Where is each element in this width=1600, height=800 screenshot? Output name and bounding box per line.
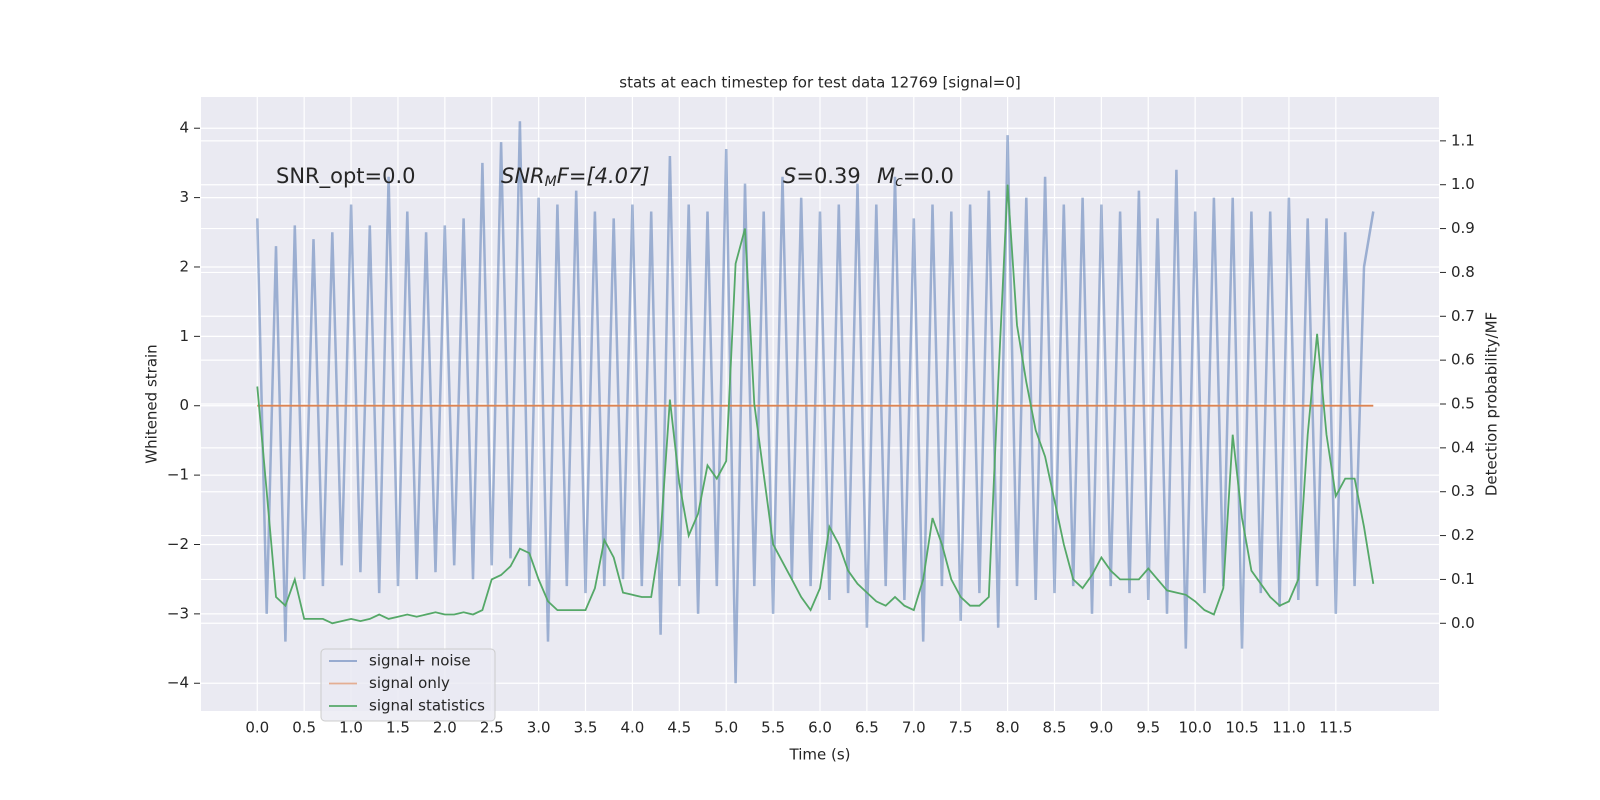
y-tick-label: 3	[179, 188, 189, 206]
x-tick-label: 6.0	[808, 719, 832, 737]
x-tick-label: 11.5	[1319, 719, 1352, 737]
x-tick-label: 3.5	[574, 719, 598, 737]
legend-label: signal only	[369, 674, 450, 692]
y-axis-label: Whitened strain	[143, 344, 161, 463]
legend-box	[320, 648, 496, 722]
x-tick-label: 7.0	[902, 719, 926, 737]
y-tick-label: 0	[179, 396, 189, 414]
y2-tick-label: 0.2	[1451, 526, 1475, 544]
y2-tick-label: 0.6	[1451, 351, 1475, 369]
x-tick-label: 1.0	[339, 719, 363, 737]
x-tick-label: 5.0	[714, 719, 738, 737]
y-tick-label: 1	[179, 327, 189, 345]
x-tick-label: 9.0	[1089, 719, 1113, 737]
legend-label: signal statistics	[369, 697, 485, 715]
y2-tick-label: 0.4	[1451, 438, 1475, 456]
y2-tick-label: 1.1	[1451, 131, 1475, 149]
y2-tick-label: 0.9	[1451, 219, 1475, 237]
labels: 0.0 0.5 1.0 1.5 2.0 2.5 3.0 3.5 4.0 4.5 5.0 5.5 6.0 6…	[167, 119, 1475, 737]
x-axis-label: Time (s)	[789, 746, 851, 764]
y2-tick-label: 0.1	[1451, 570, 1475, 588]
y2-tick-label: 0.8	[1451, 263, 1475, 281]
x-tick-label: 0.0	[245, 719, 269, 737]
x-tick-label: 6.5	[855, 719, 879, 737]
series-line	[256, 121, 1375, 684]
x-tick-label: 9.5	[1136, 719, 1160, 737]
grid	[201, 97, 1439, 711]
x-tick-label: 7.5	[949, 719, 973, 737]
annotation: SNR_opt=0.0	[276, 164, 416, 189]
y2-tick-label: 0.5	[1451, 395, 1475, 413]
annotation: S=0.39	[783, 164, 861, 188]
y-tick-label: −4	[167, 674, 189, 692]
x-tick-label: 11.0	[1272, 719, 1305, 737]
y2-tick-label: 0.0	[1451, 614, 1475, 632]
x-tick-label: 8.5	[1043, 719, 1067, 737]
series-line	[256, 184, 1375, 625]
chart-title: stats at each timestep for test data 127…	[619, 74, 1020, 92]
legend: signal+ noise signal only signal statistic…	[320, 648, 496, 722]
x-tick-label: 0.5	[292, 719, 316, 737]
y-tick-label: 2	[179, 257, 189, 275]
x-tick-label: 10.5	[1225, 719, 1258, 737]
x-tick-label: 2.5	[480, 719, 504, 737]
y2-tick-label: 0.7	[1451, 307, 1475, 325]
x-tick-label: 4.5	[667, 719, 691, 737]
x-tick-label: 8.0	[996, 719, 1020, 737]
y-tick-label: 4	[179, 119, 189, 137]
x-tick-label: 10.0	[1178, 719, 1211, 737]
y-tick-label: −3	[167, 604, 189, 622]
y2-axis-label: Detection probability/MF	[1483, 312, 1501, 496]
y2-tick-label: 0.3	[1451, 482, 1475, 500]
y2-tick-label: 1.0	[1451, 175, 1475, 193]
legend-label: signal+ noise	[369, 652, 471, 670]
x-tick-label: 5.5	[761, 719, 785, 737]
x-tick-label: 2.0	[433, 719, 457, 737]
marks	[256, 121, 1375, 684]
y-tick-label: −1	[167, 466, 189, 484]
y-tick-label: −2	[167, 535, 189, 553]
annotation: Mc=0.0	[877, 164, 954, 190]
x-tick-label: 1.5	[386, 719, 410, 737]
x-tick-label: 3.0	[527, 719, 551, 737]
annotation: SNRMF=[4.07]	[501, 164, 650, 190]
x-tick-label: 4.0	[620, 719, 644, 737]
